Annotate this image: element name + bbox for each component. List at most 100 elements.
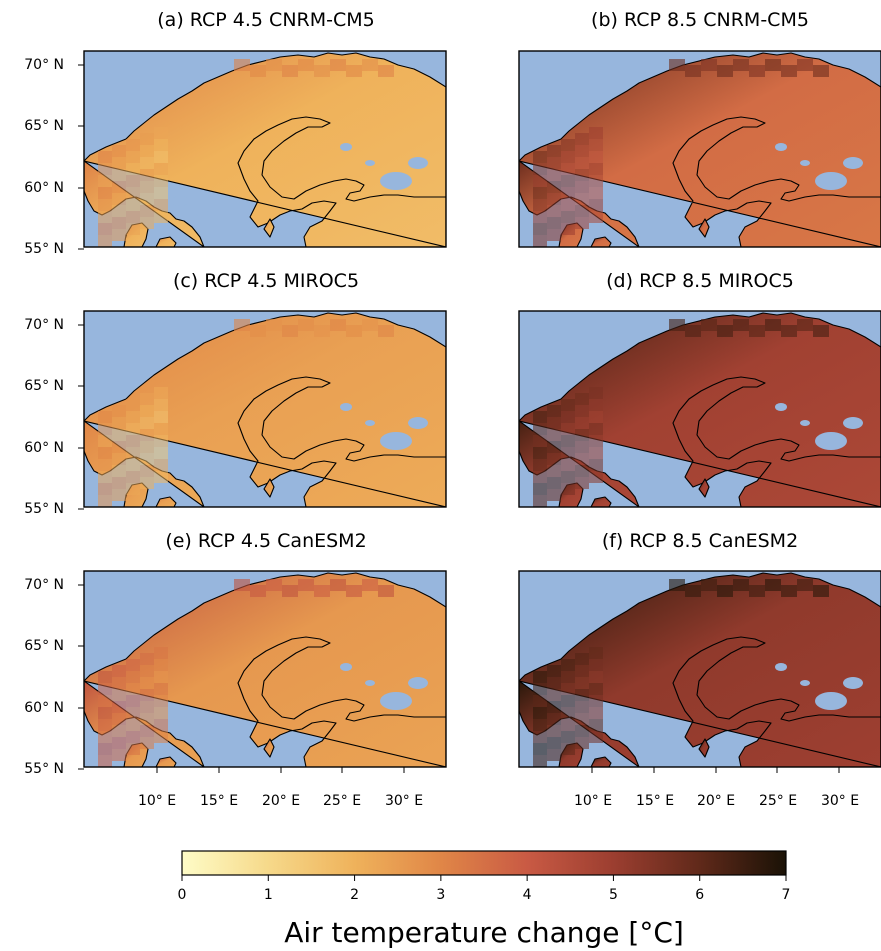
map-area: [84, 51, 446, 247]
grid-cell: [154, 211, 168, 223]
grid-cell: [154, 695, 168, 707]
grid-cell: [589, 151, 603, 163]
grid-cell: [589, 647, 603, 659]
grid-cell: [330, 59, 346, 71]
grid-cell: [140, 417, 154, 429]
land-island: [590, 496, 612, 507]
grid-cell: [701, 319, 717, 331]
grid-cell: [701, 59, 717, 71]
grid-cell: [126, 671, 140, 683]
grid-cell: [378, 585, 394, 597]
lat-axis-row2: 70° N 65° N 60° N 55° N: [24, 317, 64, 517]
grid-cell: [575, 477, 589, 489]
land-island: [155, 756, 177, 767]
grid-cell: [575, 133, 589, 145]
lake: [815, 172, 847, 190]
grid-cell: [561, 707, 575, 719]
lake: [631, 209, 643, 217]
grid-cell: [575, 157, 589, 169]
grid-cell: [250, 65, 266, 77]
lake: [171, 716, 189, 726]
grid-cell: [701, 579, 717, 591]
land-mass: [84, 312, 446, 507]
map-frame: [83, 310, 447, 508]
grid-cell: [533, 731, 547, 743]
lat-label-55: 55° N: [24, 241, 64, 257]
grid-cell: [140, 133, 154, 145]
grid-cell: [685, 325, 701, 337]
grid-cell: [126, 695, 140, 707]
panel-title-a: (a) RCP 4.5 CNRM-CM5: [157, 9, 374, 31]
grid-cell: [717, 65, 733, 77]
map-panel-a: [78, 50, 447, 250]
grid-cell: [126, 139, 140, 151]
grid-cell: [314, 325, 330, 337]
grid-cell: [533, 471, 547, 483]
lon-label-25: 25° E: [323, 793, 361, 809]
lake: [408, 157, 428, 169]
grid-cell: [533, 435, 547, 447]
colorbar-ticks: 0 1 2 3 4 5 6 7: [178, 875, 790, 903]
grid-cell: [126, 163, 140, 175]
grid-cell: [154, 435, 168, 447]
grid-cell: [589, 411, 603, 423]
grid-cell: [126, 223, 140, 235]
grid-cell: [561, 423, 575, 435]
lon-label-30: 30° E: [821, 793, 859, 809]
grid-cell: [330, 579, 346, 591]
map-panel-f: [518, 570, 881, 773]
grid-cell: [140, 217, 154, 229]
grid-cell: [154, 187, 168, 199]
map-panel-c: [78, 310, 447, 510]
grid-cell: [765, 579, 781, 591]
map-panels: [78, 50, 881, 773]
grid-cell: [98, 731, 112, 743]
grid-cell: [314, 65, 330, 77]
grid-cell: [126, 731, 140, 743]
grid-cell: [749, 585, 765, 597]
grid-cell: [561, 175, 575, 187]
land-mass: [519, 572, 881, 767]
lon-label-15: 15° E: [636, 793, 674, 809]
lat-label-70: 70° N: [24, 57, 64, 73]
grid-cell: [298, 579, 314, 591]
grid-cell: [575, 393, 589, 405]
grid-cell: [575, 737, 589, 749]
colorbar-tick-label: 2: [350, 887, 359, 903]
grid-cell: [589, 459, 603, 471]
grid-cell: [533, 163, 547, 175]
grid-cell: [126, 399, 140, 411]
grid-cell: [98, 483, 112, 495]
grid-cell: [282, 65, 298, 77]
grid-cell: [561, 411, 575, 423]
map-panel-e: [78, 570, 447, 773]
grid-cell: [140, 737, 154, 749]
grid-cell: [575, 169, 589, 181]
grid-cell: [547, 417, 561, 429]
grid-cell: [112, 477, 126, 489]
grid-cell: [140, 665, 154, 677]
grid-cell: [797, 59, 813, 71]
lake: [171, 196, 189, 206]
grid-cell: [547, 217, 561, 229]
grid-cell: [717, 325, 733, 337]
grid-cell: [126, 151, 140, 163]
grid-cell: [669, 579, 685, 591]
grid-cell: [575, 145, 589, 157]
grid-cell: [561, 683, 575, 695]
grid-cell: [733, 59, 749, 71]
lat-label-55: 55° N: [24, 501, 64, 517]
lake: [408, 417, 428, 429]
grid-cell: [547, 205, 561, 217]
grid-cell: [98, 683, 112, 695]
grid-cell: [126, 175, 140, 187]
land-island: [590, 756, 612, 767]
lat-label-65: 65° N: [24, 378, 64, 394]
lon-label-25: 25° E: [759, 793, 797, 809]
grid-cell: [98, 435, 112, 447]
grid-cell: [112, 169, 126, 181]
lake: [606, 716, 624, 726]
grid-cell: [533, 151, 547, 163]
grid-cell: [154, 399, 168, 411]
lake: [843, 417, 863, 429]
